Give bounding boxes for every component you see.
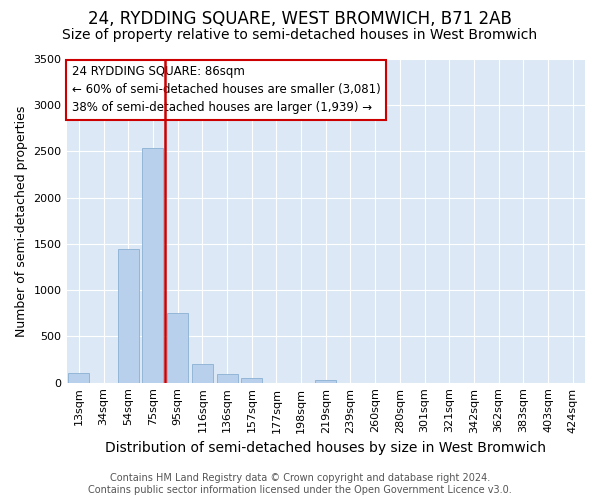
Bar	[315, 380, 336, 382]
Y-axis label: Number of semi-detached properties: Number of semi-detached properties	[15, 105, 28, 336]
Text: 24, RYDDING SQUARE, WEST BROMWICH, B71 2AB: 24, RYDDING SQUARE, WEST BROMWICH, B71 2…	[88, 10, 512, 28]
Bar	[217, 374, 238, 382]
Bar	[68, 374, 89, 382]
Bar	[192, 364, 213, 382]
Text: 24 RYDDING SQUARE: 86sqm
← 60% of semi-detached houses are smaller (3,081)
38% o: 24 RYDDING SQUARE: 86sqm ← 60% of semi-d…	[72, 66, 380, 114]
X-axis label: Distribution of semi-detached houses by size in West Bromwich: Distribution of semi-detached houses by …	[105, 441, 546, 455]
Bar	[142, 148, 163, 382]
Bar	[167, 314, 188, 382]
Bar	[241, 378, 262, 382]
Text: Contains HM Land Registry data © Crown copyright and database right 2024.
Contai: Contains HM Land Registry data © Crown c…	[88, 474, 512, 495]
Text: Size of property relative to semi-detached houses in West Bromwich: Size of property relative to semi-detach…	[62, 28, 538, 42]
Bar	[118, 248, 139, 382]
